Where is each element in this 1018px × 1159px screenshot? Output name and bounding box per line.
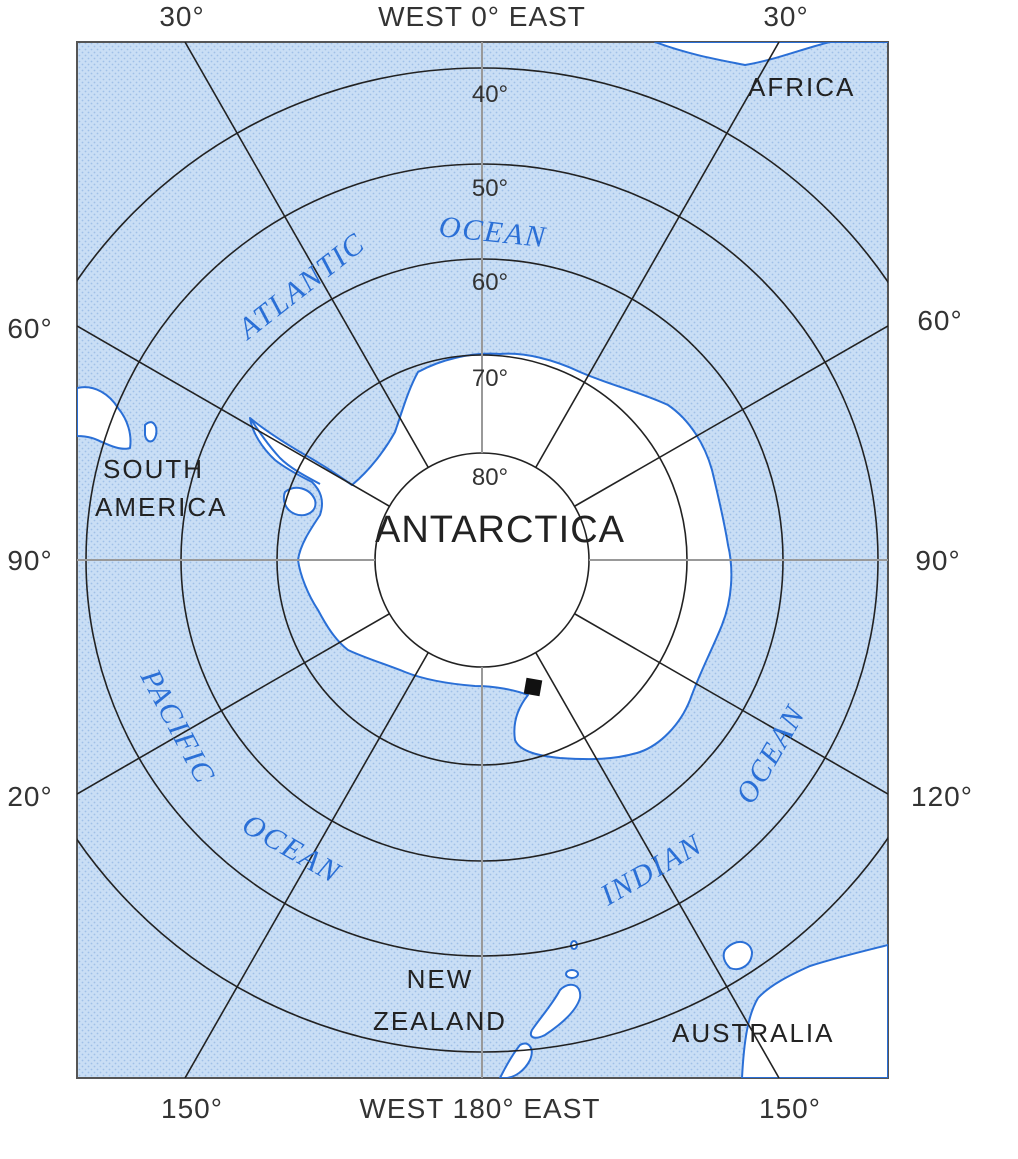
latitude-label-60: 60° — [472, 269, 508, 296]
new-zealand-south-island — [499, 1042, 533, 1078]
edge-label-left-middle: 90° — [7, 545, 52, 576]
new-zealand-label-line1: NEW — [407, 964, 474, 994]
antarctica-label: ANTARCTICA — [375, 509, 625, 551]
new-zealand-north-island — [529, 983, 582, 1039]
new-zealand-label-line2: ZEALAND — [373, 1006, 507, 1036]
south-america-label-line2: AMERICA — [95, 492, 227, 522]
edge-label-bottom-left: 150° — [161, 1093, 223, 1124]
south-america-islands — [144, 421, 158, 443]
south-america-landmass — [77, 386, 132, 450]
latitude-label-70: 70° — [472, 365, 508, 392]
tasmania-island — [722, 941, 753, 971]
australia-label: AUSTRALIA — [672, 1018, 835, 1048]
latitude-label-80: 80° — [472, 464, 508, 491]
meridian-lines — [77, 42, 888, 1078]
small-island — [565, 969, 579, 979]
edge-label-left-upper: 60° — [7, 313, 52, 344]
edge-label-top-left: 30° — [159, 1, 204, 32]
latitude-label-50: 50° — [472, 175, 508, 202]
australia-landmass — [741, 944, 888, 1078]
africa-label: AFRICA — [748, 72, 855, 102]
edge-label-bottom-center: WEST 180° EAST — [360, 1093, 601, 1124]
edge-label-top-center: WEST 0° EAST — [378, 1, 586, 32]
latitude-label-40: 40° — [472, 81, 508, 108]
station-marker — [523, 677, 543, 697]
edge-label-right-upper: 60° — [917, 305, 962, 336]
africa-landmass — [654, 42, 888, 66]
edge-label-left-lower: 20° — [7, 781, 52, 812]
edge-label-right-middle: 90° — [915, 545, 960, 576]
edge-label-top-right: 30° — [763, 1, 808, 32]
edge-label-right-lower: 120° — [911, 781, 973, 812]
south-america-label-line1: SOUTH — [103, 454, 204, 484]
antarctic-peninsula — [249, 417, 321, 485]
edge-label-bottom-right: 150° — [759, 1093, 821, 1124]
